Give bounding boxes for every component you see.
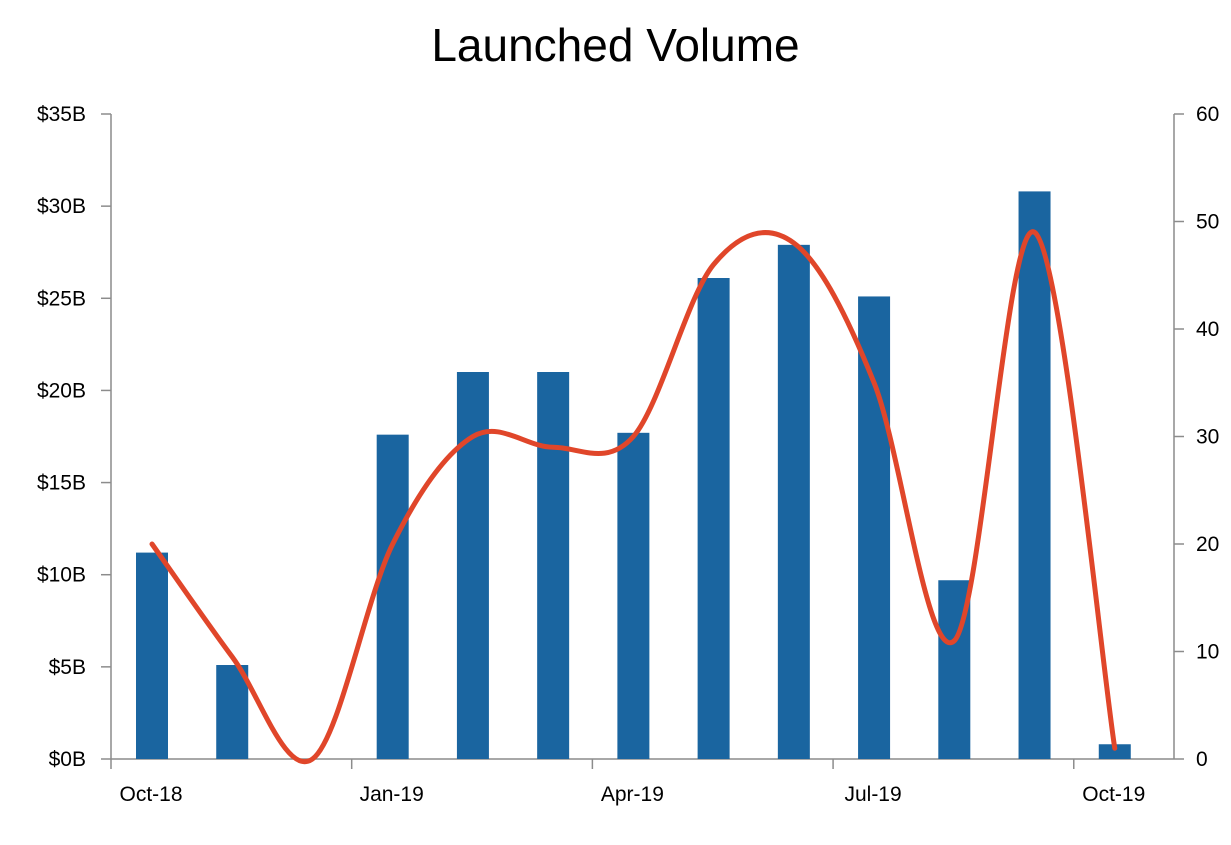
y-left-tick-label: $35B: [37, 103, 86, 126]
tick-labels: $0B $5B $10B $15B $20B $25B $30B $35B 0 10 20 30 40 5…: [37, 103, 1219, 806]
bar: [858, 296, 891, 759]
bar: [1098, 744, 1131, 759]
bar: [216, 665, 249, 759]
x-tick-label: Oct-19: [1082, 783, 1145, 806]
bar-series: [136, 191, 1131, 760]
y-left-tick-label: $15B: [37, 472, 86, 495]
y-right-tick-label: 0: [1196, 748, 1208, 771]
x-tick-label: Apr-19: [601, 783, 664, 806]
y-left-tick-label: $10B: [37, 564, 86, 587]
y-right-tick-label: 30: [1196, 426, 1219, 449]
y-left-tick-label: $30B: [37, 195, 86, 218]
y-right-tick-label: 20: [1196, 533, 1219, 556]
y-right-tick-label: 60: [1196, 103, 1219, 126]
y-left-tick-label: $20B: [37, 379, 86, 402]
y-left-tick-label: $25B: [37, 287, 86, 310]
trend-line: [149, 229, 1118, 765]
line-series: [149, 229, 1118, 765]
bar: [537, 372, 570, 759]
bar: [136, 552, 168, 759]
y-left-tick-label: $5B: [49, 656, 86, 679]
bar: [777, 244, 810, 760]
bar: [617, 432, 650, 759]
bar: [376, 434, 409, 759]
y-right-tick-label: 10: [1196, 641, 1219, 664]
y-right-tick-label: 40: [1196, 318, 1219, 341]
y-right-tick-label: 50: [1196, 211, 1219, 234]
x-tick-label: Jan-19: [360, 783, 424, 806]
x-tick-label: Oct-18: [119, 783, 182, 806]
bar: [697, 278, 730, 759]
y-left-tick-label: $0B: [49, 748, 86, 771]
chart-title: Launched Volume: [431, 19, 800, 71]
bar: [1018, 191, 1051, 759]
x-tick-label: Jul-19: [844, 783, 901, 806]
